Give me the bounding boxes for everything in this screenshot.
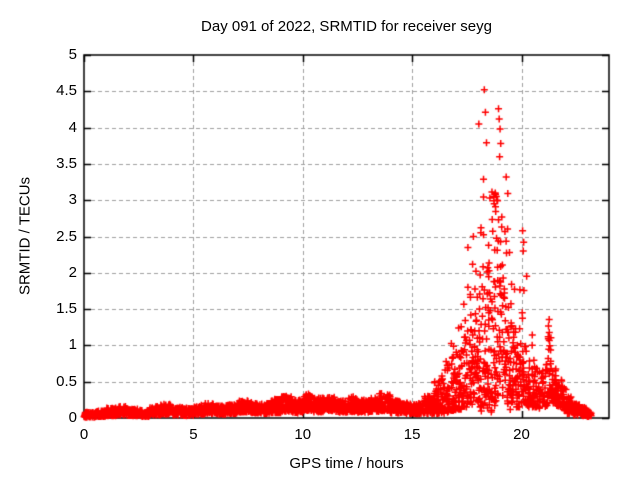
x-tick-label: 0 [79, 426, 89, 443]
y-tick-label: 4 [68, 118, 77, 136]
y-tick-label: 3.5 [56, 154, 77, 172]
y-tick-label: 2.5 [56, 227, 77, 245]
y-tick-label: 3 [68, 191, 77, 209]
y-tick-label: 1.5 [56, 300, 77, 318]
x-tick-label: 20 [513, 426, 530, 443]
y-tick-label: 0.5 [56, 372, 77, 390]
y-tick-label: 5 [68, 46, 77, 63]
chart-title: Day 091 of 2022, SRMTID for receiver sey… [201, 18, 492, 35]
y-tick-label: 2 [68, 263, 77, 281]
x-tick-label: 5 [189, 426, 198, 443]
x-tick-label: 10 [294, 426, 312, 443]
y-tick-label: 4.5 [56, 82, 77, 100]
x-axis-label: GPS time / hours [289, 455, 404, 472]
y-tick-label: 0 [68, 409, 77, 426]
x-tick-label: 15 [403, 426, 421, 443]
y-tick-label: 1 [68, 336, 77, 354]
